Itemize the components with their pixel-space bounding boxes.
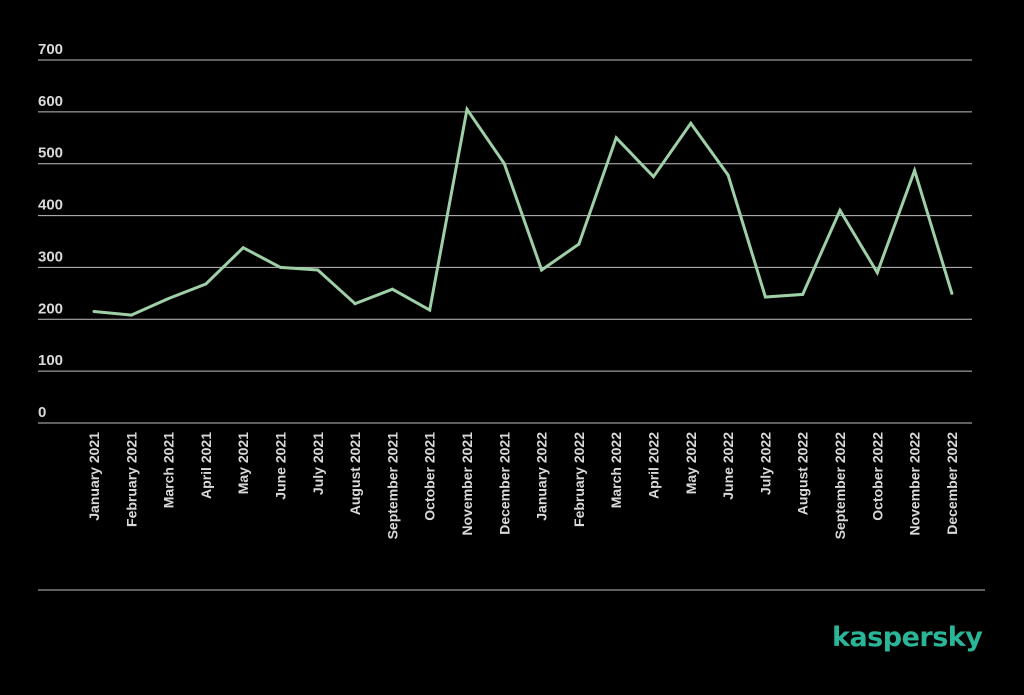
data-point <box>801 292 805 296</box>
x-tick-label: May 2021 <box>235 432 251 494</box>
x-tick-label: October 2022 <box>869 432 885 521</box>
data-point <box>279 265 282 269</box>
x-tick-label: February 2021 <box>123 432 139 527</box>
x-tick-label: June 2022 <box>720 432 736 500</box>
data-point <box>129 313 133 317</box>
x-tick-label: August 2022 <box>795 432 811 515</box>
y-tick-label: 400 <box>38 197 63 214</box>
kaspersky-logo: kaspersky <box>832 622 983 653</box>
x-tick-label: April 2021 <box>198 432 214 499</box>
x-tick-label: November 2022 <box>907 432 923 536</box>
data-point <box>763 295 767 299</box>
x-axis-tick-labels: January 2021 February 2021 March 2021 April… <box>86 432 960 540</box>
x-tick-label: June 2021 <box>273 432 289 500</box>
x-tick-label: May 2022 <box>683 432 699 494</box>
x-tick-label: July 2021 <box>310 432 326 495</box>
y-axis-tick-labels: 0 100 200 300 400 500 600 700 <box>38 41 63 421</box>
data-point <box>92 310 96 314</box>
series-layer <box>92 105 954 317</box>
data-point <box>689 121 693 125</box>
x-tick-label: August 2021 <box>347 432 363 515</box>
data-point <box>390 287 394 291</box>
y-tick-label: 600 <box>38 93 63 110</box>
x-tick-label: November 2021 <box>459 432 475 536</box>
y-tick-label: 700 <box>38 41 63 58</box>
y-tick-label: 100 <box>38 352 63 369</box>
x-tick-label: January 2021 <box>86 432 102 521</box>
x-tick-label: April 2022 <box>646 432 662 499</box>
data-point <box>726 173 730 177</box>
y-tick-label: 500 <box>38 145 63 162</box>
data-point <box>428 308 432 312</box>
x-tick-label: September 2021 <box>384 432 400 540</box>
x-tick-label: September 2022 <box>832 432 848 540</box>
x-tick-label: March 2022 <box>608 432 624 508</box>
y-tick-label: 200 <box>38 300 63 317</box>
data-point <box>241 246 245 250</box>
x-tick-label: July 2022 <box>757 432 773 495</box>
x-tick-label: October 2021 <box>422 432 438 521</box>
y-tick-label: 0 <box>38 404 46 421</box>
data-point <box>316 268 320 272</box>
data-point <box>465 107 469 111</box>
data-point <box>614 136 618 140</box>
data-point <box>913 168 917 172</box>
data-point <box>875 271 879 275</box>
data-point <box>950 291 954 295</box>
gridlines <box>38 59 972 424</box>
data-point <box>167 297 171 301</box>
data-point <box>540 268 544 272</box>
x-tick-label: February 2022 <box>571 432 587 527</box>
series-line-0 <box>93 105 954 317</box>
data-point <box>353 302 357 306</box>
data-point <box>838 208 842 212</box>
data-point <box>502 162 506 166</box>
x-tick-label: March 2021 <box>161 432 177 508</box>
data-point <box>577 242 581 246</box>
y-tick-label: 300 <box>38 248 63 265</box>
data-point <box>652 175 655 179</box>
x-tick-label: December 2022 <box>944 432 960 535</box>
x-tick-label: December 2021 <box>496 432 512 535</box>
x-tick-label: January 2022 <box>534 432 550 521</box>
data-point <box>204 282 208 286</box>
